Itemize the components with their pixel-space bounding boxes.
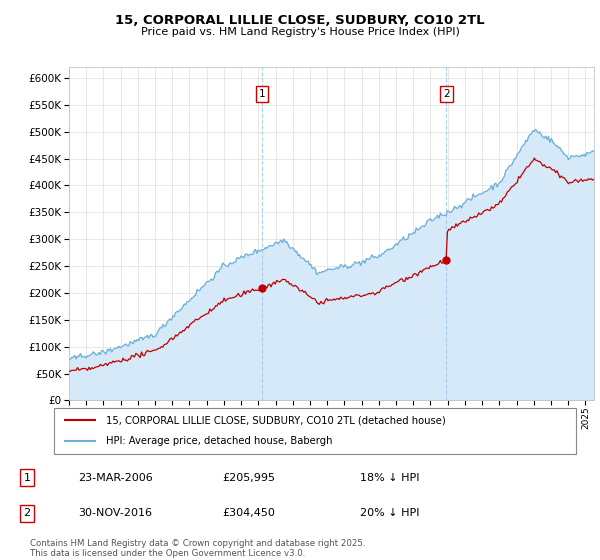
Text: 15, CORPORAL LILLIE CLOSE, SUDBURY, CO10 2TL (detached house): 15, CORPORAL LILLIE CLOSE, SUDBURY, CO10… xyxy=(106,415,446,425)
Text: £304,450: £304,450 xyxy=(222,508,275,518)
Text: 15, CORPORAL LILLIE CLOSE, SUDBURY, CO10 2TL: 15, CORPORAL LILLIE CLOSE, SUDBURY, CO10… xyxy=(115,14,485,27)
Text: 30-NOV-2016: 30-NOV-2016 xyxy=(78,508,152,518)
Text: HPI: Average price, detached house, Babergh: HPI: Average price, detached house, Babe… xyxy=(106,436,332,446)
Text: 20% ↓ HPI: 20% ↓ HPI xyxy=(360,508,419,518)
Text: Price paid vs. HM Land Registry's House Price Index (HPI): Price paid vs. HM Land Registry's House … xyxy=(140,27,460,38)
Text: 23-MAR-2006: 23-MAR-2006 xyxy=(78,473,153,483)
Text: 1: 1 xyxy=(23,473,31,483)
Text: 2: 2 xyxy=(23,508,31,518)
Text: £205,995: £205,995 xyxy=(222,473,275,483)
Text: 1: 1 xyxy=(259,89,265,99)
Text: 2: 2 xyxy=(443,89,449,99)
FancyBboxPatch shape xyxy=(54,408,576,454)
Text: 18% ↓ HPI: 18% ↓ HPI xyxy=(360,473,419,483)
Text: Contains HM Land Registry data © Crown copyright and database right 2025.
This d: Contains HM Land Registry data © Crown c… xyxy=(30,539,365,558)
